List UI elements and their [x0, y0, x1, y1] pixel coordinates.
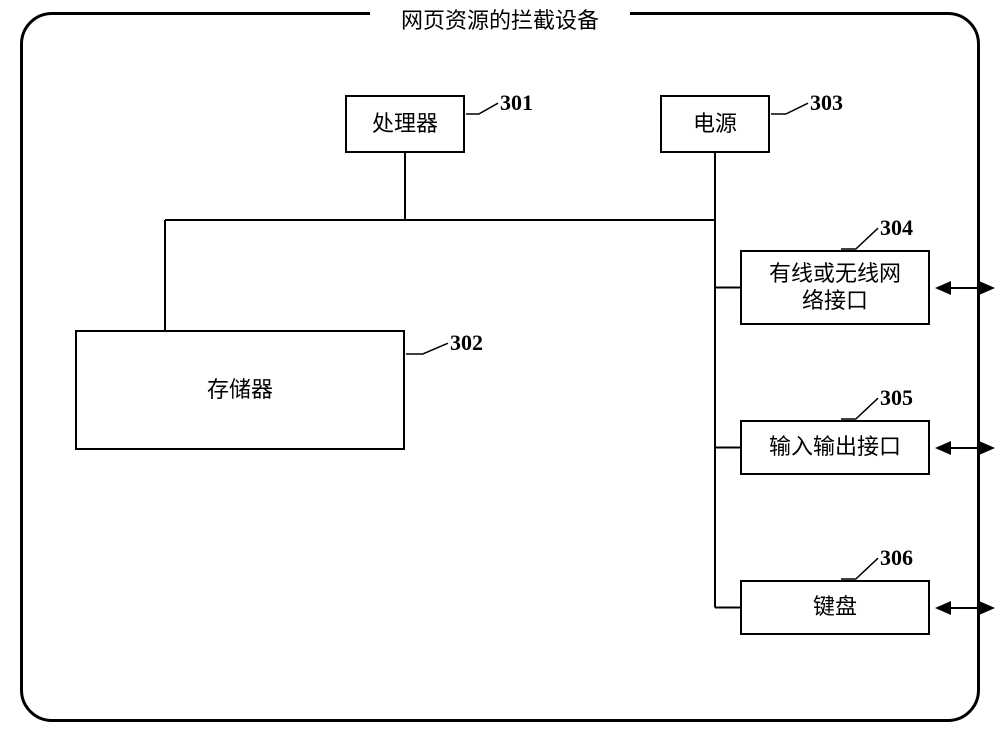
ref-303: 303	[810, 90, 843, 116]
node-keyboard: 键盘	[740, 580, 930, 635]
ref-306: 306	[880, 545, 913, 571]
ref-305: 305	[880, 385, 913, 411]
diagram-title: 网页资源的拦截设备	[370, 4, 630, 34]
node-memory: 存储器	[75, 330, 405, 450]
node-net: 有线或无线网络接口	[740, 250, 930, 325]
node-power-label: 电源	[693, 111, 737, 137]
node-processor-label: 处理器	[372, 111, 438, 137]
diagram-canvas: 网页资源的拦截设备 处理器 电源 存储器 有线或无线网络接口 输入输出接口 键盘…	[0, 0, 1000, 740]
node-memory-label: 存储器	[207, 377, 273, 403]
node-power: 电源	[660, 95, 770, 153]
node-keyboard-label: 键盘	[813, 594, 857, 620]
node-processor: 处理器	[345, 95, 465, 153]
node-net-label: 有线或无线网络接口	[769, 261, 901, 314]
node-io: 输入输出接口	[740, 420, 930, 475]
ref-304: 304	[880, 215, 913, 241]
node-io-label: 输入输出接口	[769, 434, 901, 460]
ref-302: 302	[450, 330, 483, 356]
diagram-title-text: 网页资源的拦截设备	[401, 3, 599, 35]
ref-301: 301	[500, 90, 533, 116]
